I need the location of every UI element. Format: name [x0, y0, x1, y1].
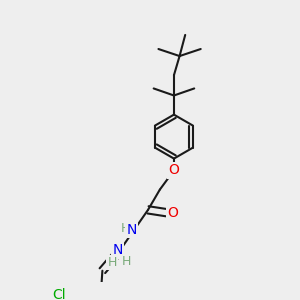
Text: O: O: [167, 206, 178, 220]
Text: H: H: [122, 255, 132, 268]
Text: Cl: Cl: [52, 289, 66, 300]
Text: N: N: [112, 243, 123, 257]
Text: H: H: [121, 222, 130, 235]
Text: O: O: [169, 164, 179, 177]
Text: H: H: [107, 256, 117, 269]
Text: N: N: [127, 223, 137, 237]
